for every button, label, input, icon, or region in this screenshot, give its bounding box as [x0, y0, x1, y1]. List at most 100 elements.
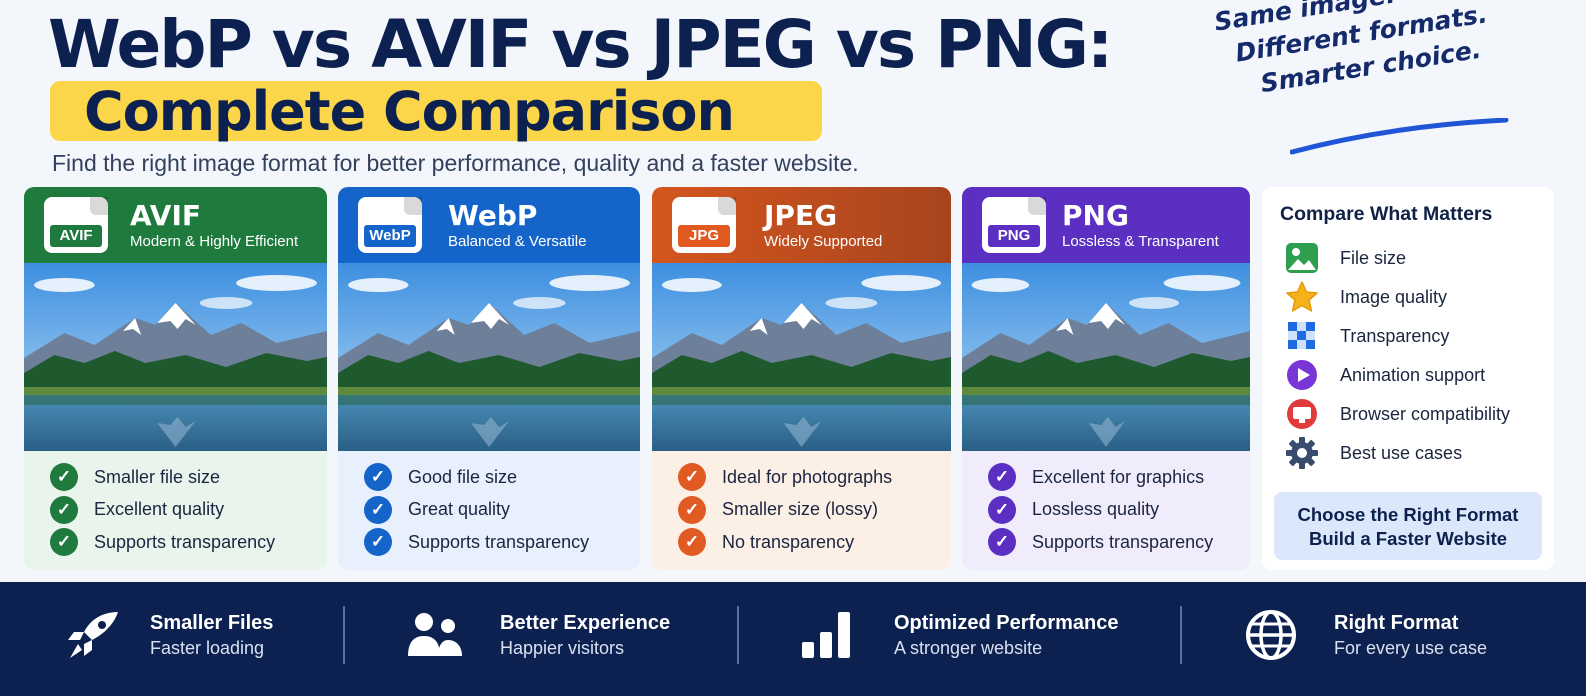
- feature-text: Ideal for photographs: [722, 466, 893, 487]
- file-icon: WebP: [358, 197, 422, 253]
- feature-text: Smaller file size: [94, 466, 221, 487]
- compare-label: Browser compatibility: [1340, 403, 1511, 424]
- compare-item: File size: [1284, 240, 1406, 276]
- card-header: JPG JPEG Widely Supported: [652, 187, 951, 263]
- compare-title: Compare What Matters: [1280, 203, 1493, 225]
- feature-item: ✓ Ideal for photographs: [678, 461, 951, 494]
- card-description: Balanced & Versatile: [448, 233, 587, 250]
- benefit-subtitle: A stronger website: [894, 638, 1043, 658]
- mountain-lake-image: [24, 263, 327, 451]
- feature-item: ✓ Supports transparency: [50, 526, 327, 559]
- globe-icon: [1246, 610, 1296, 660]
- benefits-bar: Smaller Files Faster loading Better Expe…: [0, 582, 1586, 696]
- format-card-webp: WebP WebP Balanced & Versatile ✓ Good fil…: [338, 187, 640, 570]
- feature-text: Smaller size (lossy): [722, 499, 879, 520]
- feature-text: Supports transparency: [408, 531, 590, 552]
- feature-text: No transparency: [722, 531, 855, 552]
- benefit-title: Right Format: [1334, 612, 1459, 634]
- file-icon: PNG: [982, 197, 1046, 253]
- gear-icon: [1286, 437, 1318, 469]
- check-icon: ✓: [364, 495, 392, 524]
- check-icon: ✓: [988, 495, 1016, 524]
- compare-label: Best use cases: [1340, 442, 1463, 463]
- feature-text: Supports transparency: [94, 531, 276, 552]
- check-icon: ✓: [364, 463, 392, 492]
- file-icon: AVIF: [44, 197, 108, 253]
- benefit-item: Optimized Performance A stronger website: [740, 582, 1180, 696]
- format-card-avif: AVIF AVIF Modern & Highly Efficient ✓ Sma…: [24, 187, 327, 570]
- checkerboard-icon: [1288, 322, 1315, 349]
- check-icon: ✓: [50, 463, 78, 492]
- cta-line: Choose the Right Format: [1297, 504, 1519, 525]
- feature-list: ✓ Good file size ✓ Great quality ✓ Supports…: [338, 451, 640, 559]
- feature-item: ✓ Excellent for graphics: [988, 461, 1250, 494]
- compare-label: File size: [1340, 247, 1407, 268]
- check-icon: ✓: [988, 528, 1016, 557]
- compare-label: Image quality: [1340, 286, 1448, 307]
- card-header: AVIF AVIF Modern & Highly Efficient: [24, 187, 327, 263]
- benefit-item: Right Format For every use case: [1183, 582, 1583, 696]
- file-badge: AVIF: [50, 225, 102, 247]
- benefit-title: Optimized Performance: [894, 612, 1119, 634]
- star-icon: [1286, 281, 1318, 312]
- feature-list: ✓ Smaller file size ✓ Excellent quality ✓ S…: [24, 451, 327, 559]
- file-badge: PNG: [988, 225, 1040, 247]
- benefit-title: Smaller Files: [150, 612, 274, 634]
- feature-text: Excellent quality: [94, 499, 225, 520]
- card-title: AVIF: [130, 199, 201, 232]
- check-icon: ✓: [678, 528, 706, 557]
- compare-label: Animation support: [1340, 364, 1486, 385]
- feature-item: ✓ No transparency: [678, 526, 951, 559]
- mountain-lake-image: [962, 263, 1250, 451]
- benefit-title: Better Experience: [500, 612, 671, 634]
- handwritten-underline: [1290, 118, 1509, 155]
- feature-item: ✓ Supports transparency: [988, 526, 1250, 559]
- handwritten-note: Same image. Different formats. Smarter c…: [1212, 0, 1564, 107]
- cta-line: Build a Faster Website: [1308, 528, 1508, 549]
- feature-item: ✓ Supports transparency: [364, 526, 640, 559]
- feature-item: ✓ Good file size: [364, 461, 640, 494]
- benefit-subtitle: Faster loading: [150, 638, 265, 658]
- format-card-jpeg: JPG JPEG Widely Supported ✓ Ideal for pho…: [652, 187, 951, 570]
- benefit-subtitle: For every use case: [1334, 638, 1488, 658]
- feature-text: Lossless quality: [1032, 499, 1160, 520]
- tagline: Find the right image format for better p…: [52, 150, 859, 176]
- compare-item: Browser compatibility: [1284, 396, 1510, 432]
- feature-text: Great quality: [408, 499, 511, 520]
- users-icon: [408, 613, 462, 656]
- feature-item: ✓ Smaller size (lossy): [678, 494, 951, 527]
- mountain-lake-image: [652, 263, 951, 451]
- file-icon: JPG: [672, 197, 736, 253]
- compare-item: Image quality: [1284, 279, 1447, 315]
- check-icon: ✓: [678, 463, 706, 492]
- feature-item: ✓ Excellent quality: [50, 494, 327, 527]
- card-description: Widely Supported: [764, 233, 883, 250]
- benefit-item: Smaller Files Faster loading: [0, 582, 340, 696]
- card-title: JPEG: [764, 199, 838, 232]
- card-title: PNG: [1062, 199, 1129, 232]
- feature-item: ✓ Lossless quality: [988, 494, 1250, 527]
- card-title: WebP: [448, 199, 538, 232]
- compare-item: Animation support: [1284, 357, 1485, 393]
- feature-text: Good file size: [408, 466, 518, 487]
- benefit-subtitle: Happier visitors: [500, 638, 625, 658]
- file-badge: JPG: [678, 225, 730, 247]
- benefit-item: Better Experience Happier visitors: [346, 582, 736, 696]
- divider: [343, 606, 345, 664]
- bar-chart-icon: [802, 612, 850, 658]
- check-icon: ✓: [364, 528, 392, 557]
- card-header: PNG PNG Lossless & Transparent: [962, 187, 1250, 263]
- image-icon: [1286, 243, 1318, 273]
- feature-list: ✓ Ideal for photographs ✓ Smaller size (lo…: [652, 451, 951, 559]
- feature-list: ✓ Excellent for graphics ✓ Lossless qualit…: [962, 451, 1250, 559]
- check-icon: ✓: [50, 495, 78, 524]
- feature-text: Excellent for graphics: [1032, 466, 1205, 487]
- title-highlight: [50, 81, 822, 141]
- card-description: Lossless & Transparent: [1062, 233, 1219, 250]
- rocket-icon: [68, 612, 118, 658]
- monitor-icon: [1287, 399, 1317, 429]
- cta-box: Choose the Right Format Build a Faster W…: [1274, 492, 1542, 560]
- page-title: WebP vs AVIF vs JPEG vs PNG:: [48, 6, 1113, 83]
- mountain-lake-image: [338, 263, 640, 451]
- compare-panel: Compare What Matters File size Image qua…: [1262, 187, 1554, 570]
